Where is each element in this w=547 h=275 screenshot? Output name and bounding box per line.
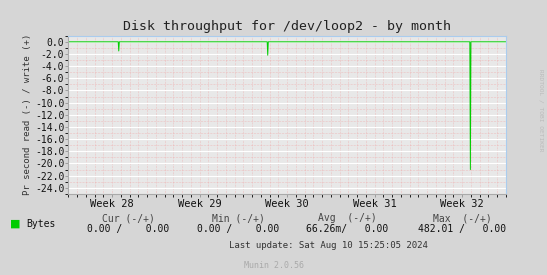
Text: Last update: Sat Aug 10 15:25:05 2024: Last update: Sat Aug 10 15:25:05 2024	[229, 241, 428, 249]
Text: Bytes: Bytes	[26, 219, 56, 229]
Y-axis label: Pr second read (-) / write (+): Pr second read (-) / write (+)	[23, 34, 32, 196]
Text: 0.00 /    0.00: 0.00 / 0.00	[88, 224, 170, 234]
Text: Munin 2.0.56: Munin 2.0.56	[243, 261, 304, 270]
Text: Cur (-/+): Cur (-/+)	[102, 213, 155, 223]
Title: Disk throughput for /dev/loop2 - by month: Disk throughput for /dev/loop2 - by mont…	[123, 20, 451, 33]
Text: Max  (-/+): Max (-/+)	[433, 213, 492, 223]
Text: 0.00 /    0.00: 0.00 / 0.00	[197, 224, 279, 234]
Text: 482.01 /   0.00: 482.01 / 0.00	[418, 224, 507, 234]
Text: Min (-/+): Min (-/+)	[212, 213, 264, 223]
Text: ■: ■	[10, 219, 20, 229]
Text: RRDTOOL / TOBI OETIKER: RRDTOOL / TOBI OETIKER	[538, 69, 543, 151]
Text: Avg  (-/+): Avg (-/+)	[318, 213, 377, 223]
Text: 66.26m/   0.00: 66.26m/ 0.00	[306, 224, 388, 234]
